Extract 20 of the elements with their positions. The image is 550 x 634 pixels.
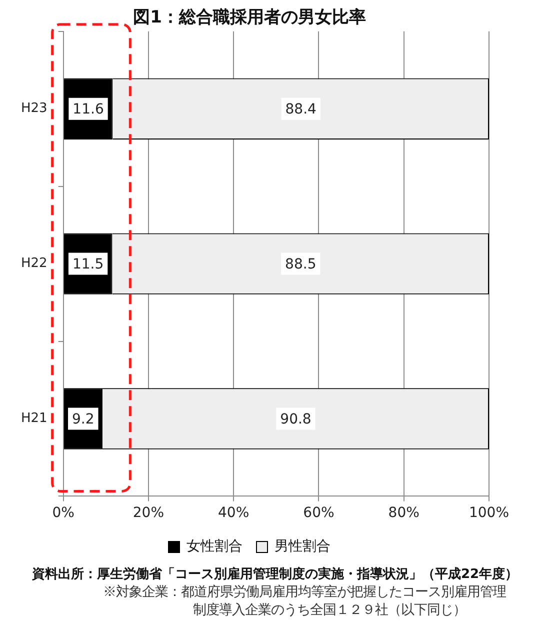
x-tick-label: 100% (468, 505, 510, 522)
x-tick-label: 40% (218, 505, 250, 522)
chart-title: 図1：総合職採用者の男女比率 (133, 8, 366, 28)
x-tick-label: 80% (388, 505, 420, 522)
data-label: 88.4 (285, 102, 317, 118)
x-tick-label: 20% (132, 505, 164, 522)
data-label: 11.5 (72, 256, 104, 272)
data-label: 9.2 (72, 411, 94, 428)
x-tick-label: 60% (303, 505, 334, 522)
legend-label: 女性割合 (186, 538, 242, 555)
text: ※対象企業：都道府県労働局雇用均等室が把握したコース別雇用管理制度導入企業のうち全国１２９社（以下同じ） (102, 584, 507, 620)
legend-label: 男性割合 (274, 538, 330, 555)
data-label: 11.6 (72, 102, 104, 118)
y-tick-label: H23 (20, 101, 48, 116)
data-label: 88.5 (285, 256, 316, 272)
y-tick-label: H22 (20, 256, 48, 272)
text: 資料出所：厚生労働省「コース別雇用管理制度の実施・指導状況」（平成22年度） (30, 566, 520, 584)
x-tick-label: 0% (52, 505, 74, 522)
data-label: 90.8 (280, 411, 312, 428)
y-tick-label: H21 (20, 411, 48, 426)
